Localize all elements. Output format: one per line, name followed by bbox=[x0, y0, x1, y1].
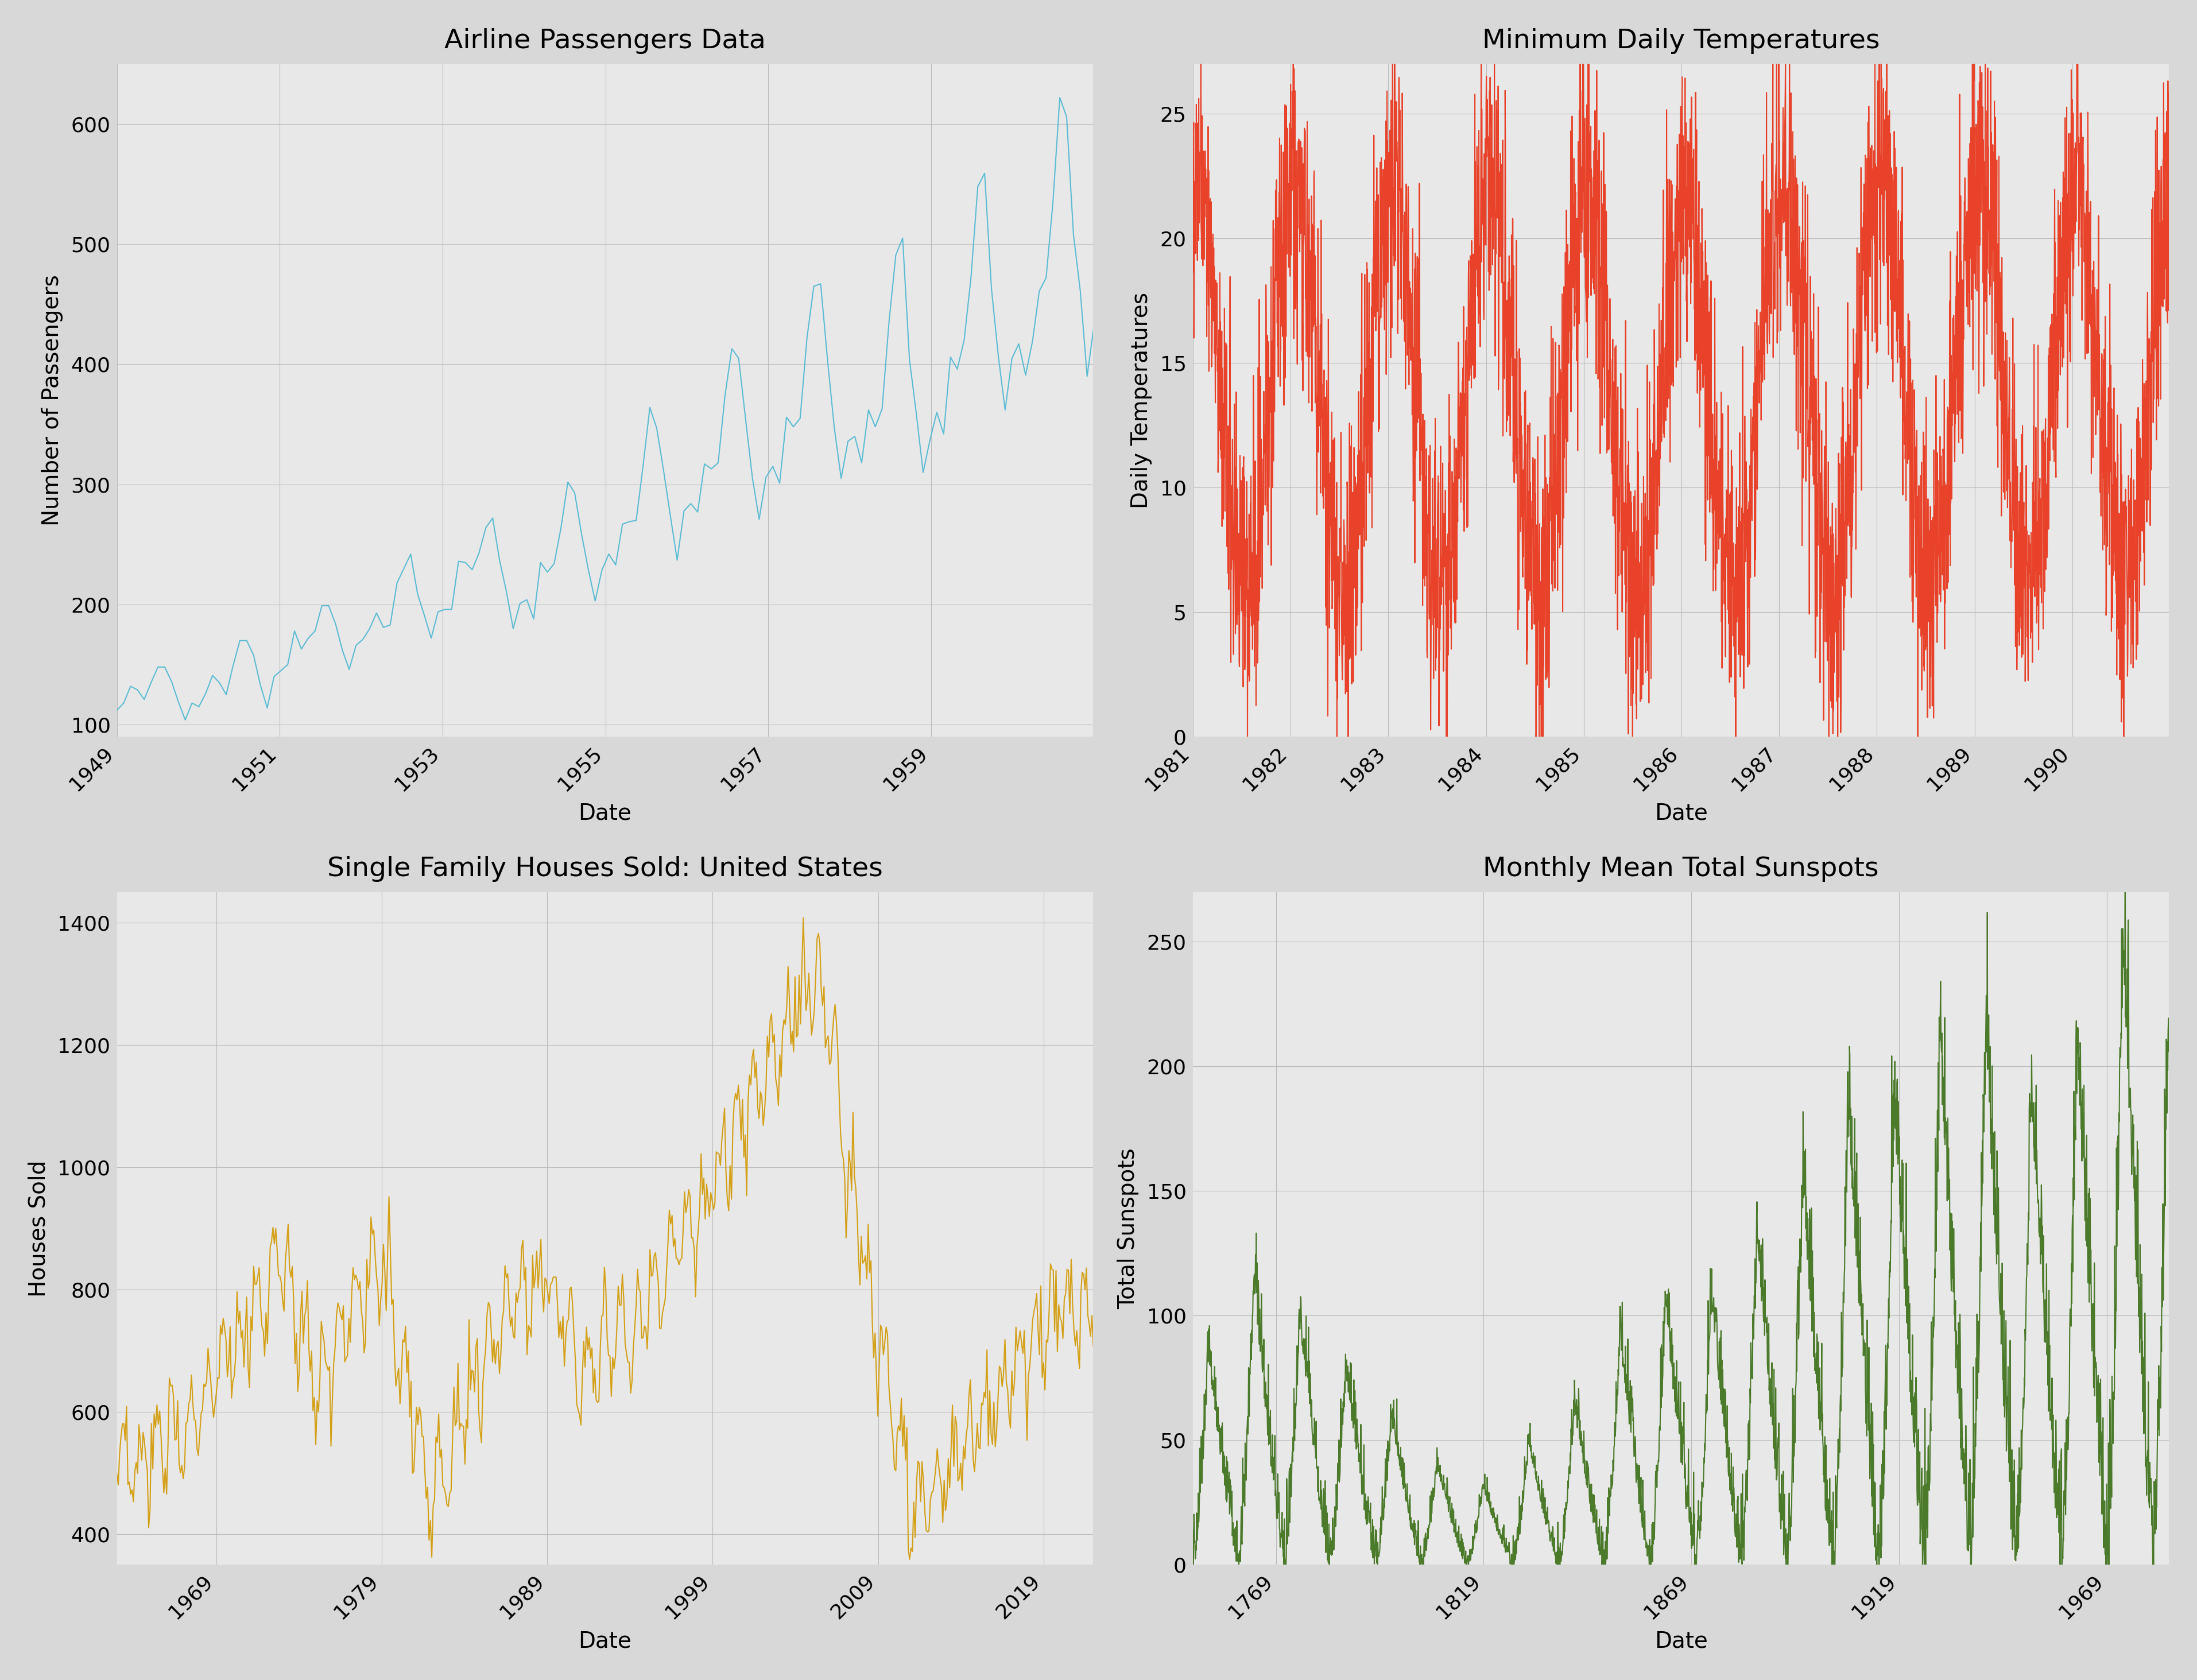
Title: Single Family Houses Sold: United States: Single Family Houses Sold: United States bbox=[327, 857, 883, 882]
X-axis label: Date: Date bbox=[1654, 803, 1707, 825]
Y-axis label: Total Sunspots: Total Sunspots bbox=[1116, 1147, 1138, 1309]
Title: Minimum Daily Temperatures: Minimum Daily Temperatures bbox=[1483, 29, 1881, 54]
Y-axis label: Number of Passengers: Number of Passengers bbox=[42, 274, 64, 526]
X-axis label: Date: Date bbox=[1654, 1630, 1707, 1651]
Y-axis label: Daily Temperatures: Daily Temperatures bbox=[1129, 292, 1151, 509]
X-axis label: Date: Date bbox=[578, 801, 633, 823]
X-axis label: Date: Date bbox=[578, 1630, 633, 1651]
Title: Monthly Mean Total Sunspots: Monthly Mean Total Sunspots bbox=[1483, 857, 1878, 882]
Y-axis label: Houses Sold: Houses Sold bbox=[29, 1159, 51, 1297]
Title: Airline Passengers Data: Airline Passengers Data bbox=[444, 29, 767, 54]
